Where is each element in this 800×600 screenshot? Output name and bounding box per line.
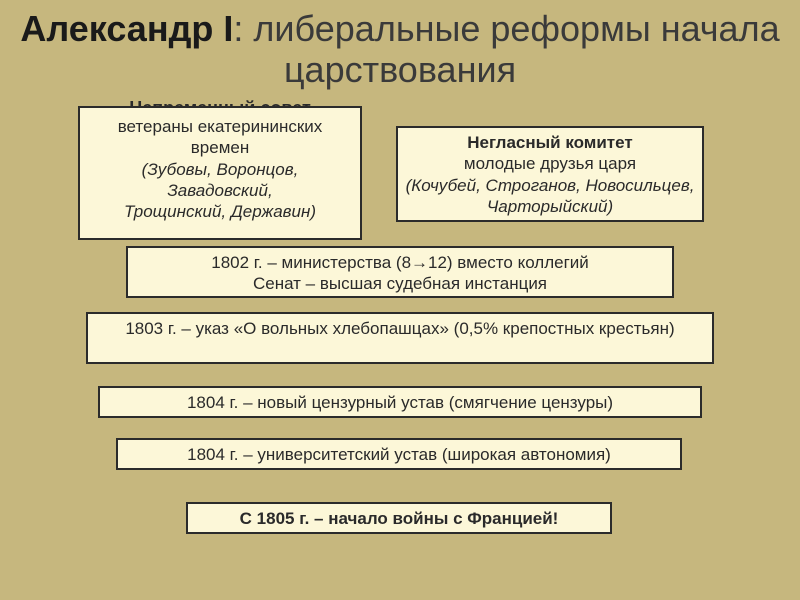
reform-1804a-text: 1804 г. – новый цензурный устав (смягчен… xyxy=(187,393,613,412)
box-1805-war: С 1805 г. – начало войны с Францией! xyxy=(186,502,612,534)
box-reform-1802: 1802 г. – министерства (8→12) вместо кол… xyxy=(126,246,674,298)
reform-1803-text: 1803 г. – указ «О вольных хлебопашцах» (… xyxy=(125,319,674,338)
title-rest: : либеральные реформы начала царствовани… xyxy=(233,8,779,90)
box-secret-committee: Негласный комитет молодые друзья царя (К… xyxy=(396,126,704,222)
reform-1802-line1: 1802 г. – министерства (8→12) вместо кол… xyxy=(134,252,666,273)
council-line1: ветераны екатерининских времен xyxy=(88,116,352,159)
committee-header: Негласный комитет xyxy=(404,132,696,153)
council-line2: (Зубовы, Воронцов, Завадовский, xyxy=(88,159,352,202)
reform-1804b-text: 1804 г. – университетский устав (широкая… xyxy=(187,445,611,464)
council-body: ветераны екатерининских времен (Зубовы, … xyxy=(80,116,360,222)
box-permanent-council: ветераны екатерининских времен (Зубовы, … xyxy=(78,106,362,240)
box-reform-1804-university: 1804 г. – университетский устав (широкая… xyxy=(116,438,682,470)
committee-line2: (Кочубей, Строганов, Новосильцев, Чартор… xyxy=(404,175,696,218)
box-reform-1804-censorship: 1804 г. – новый цензурный устав (смягчен… xyxy=(98,386,702,418)
slide: Александр I: либеральные реформы начала … xyxy=(0,0,800,600)
title-bold: Александр I xyxy=(20,8,233,49)
committee-line1: молодые друзья царя xyxy=(404,153,696,174)
slide-title: Александр I: либеральные реформы начала … xyxy=(0,8,800,91)
box-reform-1803: 1803 г. – указ «О вольных хлебопашцах» (… xyxy=(86,312,714,364)
reform-1805-text: С 1805 г. – начало войны с Францией! xyxy=(240,509,559,528)
reform-1802-line2: Сенат – высшая судебная инстанция xyxy=(134,273,666,294)
council-line3: Трощинский, Державин) xyxy=(88,201,352,222)
